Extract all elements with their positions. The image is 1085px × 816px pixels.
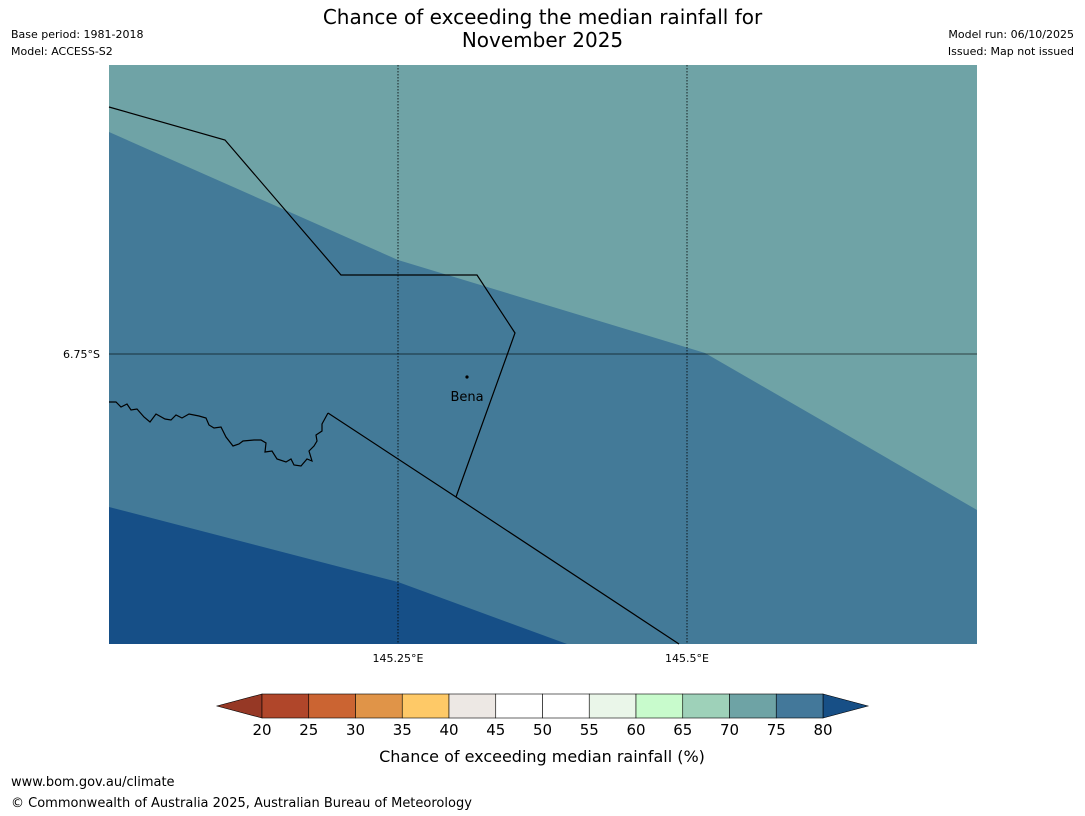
colorbar-tick-label: 70 xyxy=(720,721,739,739)
colorbar-cell xyxy=(448,693,497,719)
colorbar-under-arrow xyxy=(215,693,263,719)
colorbar-tick-label: 45 xyxy=(486,721,505,739)
colorbar-cell xyxy=(355,693,403,719)
rainfall-band-75-80 xyxy=(109,507,567,644)
latitude-label: 6.75°S xyxy=(63,348,100,361)
bena-marker xyxy=(465,375,469,379)
colorbar-cell xyxy=(401,693,450,719)
base-period: Base period: 1981-2018 xyxy=(11,28,144,41)
model-run: Model run: 06/10/2025 xyxy=(948,28,1074,41)
colorbar-cell xyxy=(635,693,684,719)
colorbar-tick-label: 30 xyxy=(346,721,365,739)
colorbar-tick-label: 40 xyxy=(439,721,458,739)
colorbar-cell xyxy=(729,693,777,719)
place-label-bena: Bena xyxy=(450,390,483,405)
issued-status: Issued: Map not issued xyxy=(947,45,1074,58)
coastline xyxy=(109,401,329,467)
colorbar-cell xyxy=(775,693,824,719)
colorbar-tick-label: 80 xyxy=(813,721,832,739)
footer-url[interactable]: www.bom.gov.au/climate xyxy=(11,775,175,790)
colorbar-cell xyxy=(682,693,730,719)
model-name: Model: ACCESS-S2 xyxy=(11,45,113,58)
longitude-label-145-5: 145.5°E xyxy=(665,652,709,665)
meta-right: Model run: 06/10/2025 Issued: Map not is… xyxy=(948,26,1074,60)
colorbar-tick-label: 25 xyxy=(299,721,318,739)
province-border xyxy=(108,106,516,498)
province-border-south xyxy=(327,412,680,645)
colorbar-over-arrow xyxy=(822,693,870,719)
colorbar-tick-label: 55 xyxy=(580,721,599,739)
meta-left: Base period: 1981-2018 Model: ACCESS-S2 xyxy=(11,26,143,60)
longitude-label-145-25: 145.25°E xyxy=(373,652,424,665)
colorbar-tick-label: 35 xyxy=(393,721,412,739)
colorbar-cell xyxy=(588,693,637,719)
footer-copyright: © Commonwealth of Australia 2025, Austra… xyxy=(11,796,472,811)
colorbar-tick-label: 50 xyxy=(533,721,552,739)
colorbar-cell xyxy=(261,693,310,719)
colorbar-tick-label: 20 xyxy=(252,721,271,739)
map-title: Chance of exceeding the median rainfall … xyxy=(0,6,1085,52)
title-line-2: November 2025 xyxy=(461,28,624,52)
colorbar-label: Chance of exceeding median rainfall (%) xyxy=(379,747,705,766)
colorbar-cell xyxy=(542,693,590,719)
colorbar-tick-label: 60 xyxy=(626,721,645,739)
map-panel: Bena 6.75°S 145.25°E 145.5°E xyxy=(63,65,977,665)
colorbar-cell xyxy=(308,693,356,719)
colorbar: 20 25 30 35 40 45 50 55 60 65 70 75 80 Chance of exc… xyxy=(215,693,870,766)
colorbar-tick-label: 75 xyxy=(767,721,786,739)
rainfall-band-70-75 xyxy=(109,132,977,644)
colorbar-tick-label: 65 xyxy=(673,721,692,739)
colorbar-cell xyxy=(495,693,543,719)
title-line-1: Chance of exceeding the median rainfall … xyxy=(322,5,763,29)
